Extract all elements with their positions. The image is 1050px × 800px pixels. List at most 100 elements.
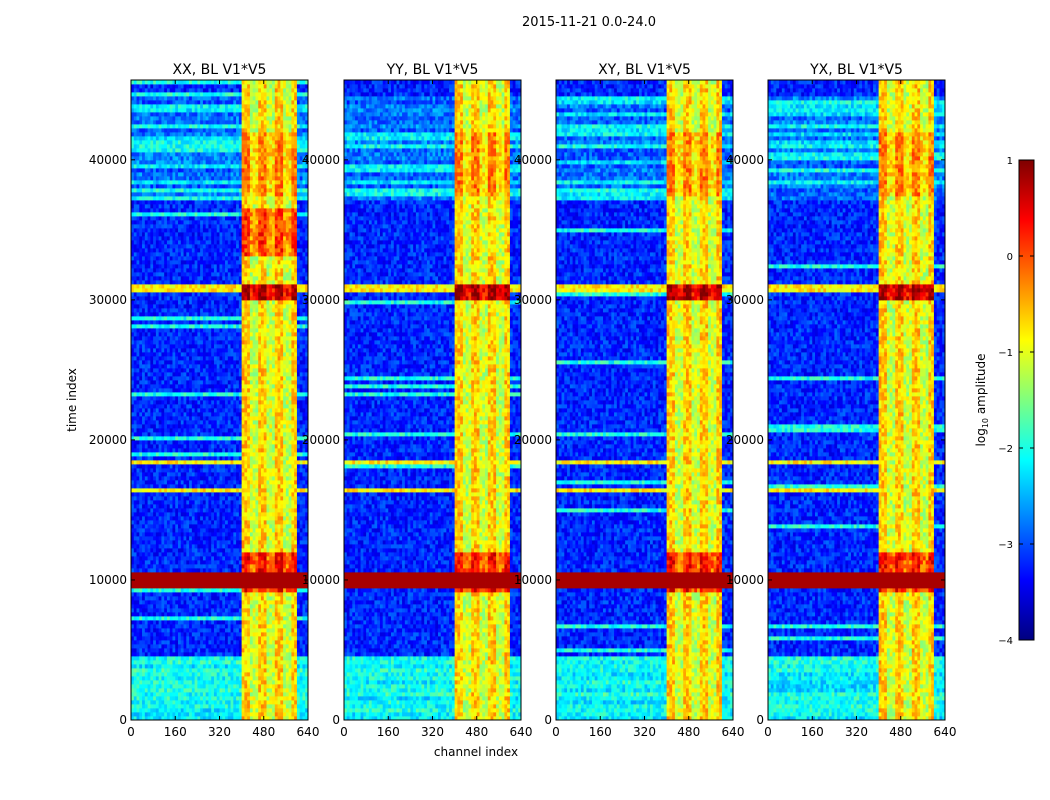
heatmap-cell — [202, 396, 207, 401]
heatmap-cell — [161, 516, 165, 521]
heatmap-cell — [142, 104, 146, 109]
heatmap-cell — [133, 232, 137, 237]
heatmap-cell — [189, 344, 193, 349]
heatmap-cell — [200, 80, 204, 85]
heatmap-cell — [211, 312, 215, 317]
heatmap-cell — [150, 452, 154, 457]
heatmap-cell — [155, 432, 160, 437]
heatmap-cell — [180, 124, 184, 129]
heatmap-cell — [205, 84, 209, 89]
heatmap-cell — [197, 176, 201, 181]
heatmap-cell — [205, 604, 209, 609]
heatmap-cell — [208, 592, 212, 597]
heatmap-cell — [133, 528, 137, 533]
heatmap-cell — [164, 448, 168, 453]
heatmap-cell — [139, 452, 143, 457]
heatmap-cell — [211, 684, 215, 689]
heatmap-cell — [208, 440, 212, 445]
heatmap-cell — [153, 84, 157, 89]
heatmap-cell — [169, 320, 173, 325]
heatmap-cell — [180, 92, 184, 97]
heatmap-cell — [169, 236, 173, 241]
heatmap-cell — [180, 88, 184, 93]
heatmap-cell — [164, 228, 168, 233]
heatmap-cell — [178, 284, 182, 289]
heatmap-cell — [131, 232, 135, 237]
heatmap-cell — [139, 332, 143, 337]
heatmap-cell — [172, 292, 176, 297]
heatmap-cell — [186, 648, 190, 653]
heatmap-cell — [166, 556, 171, 561]
heatmap-cell — [131, 552, 135, 557]
heatmap-cell — [194, 396, 198, 401]
heatmap-cell — [150, 284, 154, 289]
heatmap-cell — [144, 192, 148, 197]
heatmap-cell — [169, 400, 173, 405]
heatmap-cell — [186, 404, 190, 409]
heatmap-cell — [202, 196, 207, 201]
heatmap-cell — [194, 192, 198, 197]
heatmap-cell — [213, 632, 218, 637]
heatmap-cell — [136, 524, 140, 529]
heatmap-cell — [147, 320, 151, 325]
heatmap-cell — [208, 424, 212, 429]
heatmap-cell — [194, 696, 198, 701]
heatmap-cell — [144, 224, 148, 229]
heatmap-cell — [144, 576, 148, 581]
heatmap-cell — [202, 244, 207, 249]
heatmap-cell — [208, 216, 212, 221]
heatmap-cell — [200, 632, 204, 637]
heatmap-cell — [194, 120, 198, 125]
heatmap-cell — [136, 536, 140, 541]
heatmap-cell — [133, 680, 137, 685]
heatmap-cell — [139, 344, 143, 349]
heatmap-cell — [136, 516, 140, 521]
heatmap-cell — [166, 308, 171, 313]
heatmap-cell — [183, 120, 187, 125]
heatmap-cell — [144, 564, 148, 569]
heatmap-cell — [158, 204, 162, 209]
heatmap-cell — [180, 668, 184, 673]
heatmap-cell — [194, 104, 198, 109]
heatmap-cell — [186, 260, 190, 265]
heatmap-cell — [194, 616, 198, 621]
heatmap-cell — [131, 560, 135, 565]
heatmap-cell — [186, 472, 190, 477]
heatmap-cell — [131, 304, 135, 309]
heatmap-cell — [197, 660, 201, 665]
heatmap-cell — [155, 280, 160, 285]
heatmap-cell — [136, 196, 140, 201]
heatmap-cell — [144, 264, 148, 269]
heatmap-cell — [213, 92, 218, 97]
heatmap-cell — [175, 244, 179, 249]
heatmap-cell — [211, 116, 215, 121]
heatmap-cell — [175, 220, 179, 225]
heatmap-cell — [136, 220, 140, 225]
heatmap-cell — [189, 228, 193, 233]
heatmap-cell — [153, 368, 157, 373]
heatmap-cell — [189, 476, 193, 481]
heatmap-cell — [183, 604, 187, 609]
heatmap-cell — [183, 272, 187, 277]
heatmap-cell — [213, 592, 218, 597]
heatmap-cell — [213, 652, 218, 657]
heatmap-cell — [194, 296, 198, 301]
heatmap-cell — [164, 156, 168, 161]
heatmap-cell — [169, 224, 173, 229]
heatmap-cell — [183, 180, 187, 185]
heatmap-cell — [213, 260, 218, 265]
heatmap-cell — [169, 200, 173, 205]
heatmap-cell — [155, 492, 160, 497]
heatmap-cell — [169, 604, 173, 609]
heatmap-cell — [155, 532, 160, 537]
heatmap-cell — [161, 612, 165, 617]
heatmap-cell — [172, 488, 176, 493]
heatmap-cell — [166, 616, 171, 621]
heatmap-cell — [172, 528, 176, 533]
heatmap-cell — [139, 504, 143, 509]
heatmap-cell — [153, 432, 157, 437]
heatmap-cell — [144, 424, 148, 429]
heatmap-cell — [197, 708, 201, 713]
heatmap-cell — [178, 96, 182, 101]
heatmap-cell — [161, 456, 165, 461]
